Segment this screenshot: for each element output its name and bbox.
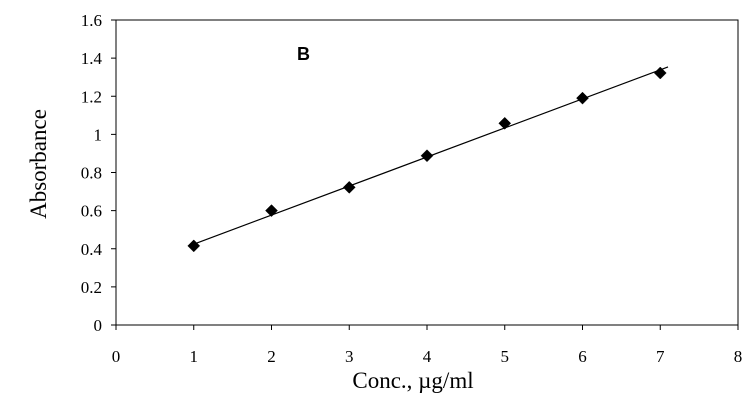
data-point bbox=[342, 181, 356, 194]
y-tick-label: 1.2 bbox=[81, 87, 102, 106]
y-axis-ticks: 0 0.2 0.4 0.6 0.8 1 1.2 1.4 1.6 bbox=[81, 11, 116, 335]
y-tick-label: 1.4 bbox=[81, 49, 103, 68]
x-tick-label: 1 bbox=[190, 347, 199, 366]
data-point bbox=[265, 204, 278, 217]
x-tick-label: 2 bbox=[267, 347, 276, 366]
x-tick-label: 6 bbox=[578, 347, 587, 366]
y-tick-label: 1 bbox=[94, 125, 103, 144]
x-axis-ticks: 0 1 2 3 4 5 6 7 8 bbox=[112, 325, 743, 366]
data-point bbox=[420, 149, 434, 163]
x-tick-label: 8 bbox=[734, 347, 743, 366]
y-tick-label: 1.6 bbox=[81, 11, 102, 30]
data-point bbox=[576, 91, 589, 105]
x-tick-label: 7 bbox=[656, 347, 665, 366]
y-tick-label: 0.6 bbox=[81, 202, 102, 221]
data-point bbox=[498, 116, 512, 130]
y-tick-label: 0.4 bbox=[81, 240, 103, 259]
y-tick-label: 0.8 bbox=[81, 164, 102, 183]
plot-frame bbox=[115, 19, 739, 326]
y-axis-title: Absorbance bbox=[26, 109, 51, 219]
x-tick-label: 5 bbox=[501, 347, 510, 366]
y-tick-label: 0 bbox=[94, 316, 103, 335]
x-tick-label: 4 bbox=[423, 347, 432, 366]
x-tick-label: 0 bbox=[112, 347, 121, 366]
x-tick-label: 3 bbox=[345, 347, 354, 366]
data-point bbox=[187, 239, 201, 253]
data-points bbox=[187, 66, 667, 253]
x-axis-title: Conc., µg/ml bbox=[352, 368, 473, 393]
y-tick-label: 0.2 bbox=[81, 278, 102, 297]
chart-annotation: B bbox=[297, 44, 310, 64]
data-point bbox=[653, 66, 667, 80]
